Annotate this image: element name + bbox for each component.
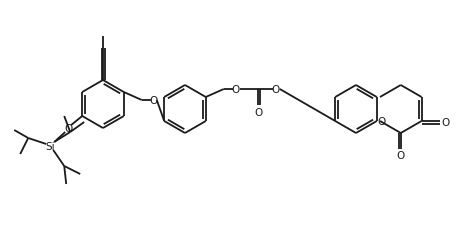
Text: Si: Si bbox=[45, 141, 55, 151]
Text: O: O bbox=[149, 96, 158, 106]
Text: O: O bbox=[232, 85, 240, 94]
Text: O: O bbox=[255, 108, 263, 117]
Text: O: O bbox=[396, 150, 405, 160]
Text: O: O bbox=[378, 117, 386, 126]
Text: O: O bbox=[64, 124, 72, 133]
Text: O: O bbox=[272, 85, 280, 94]
Text: O: O bbox=[441, 117, 450, 127]
